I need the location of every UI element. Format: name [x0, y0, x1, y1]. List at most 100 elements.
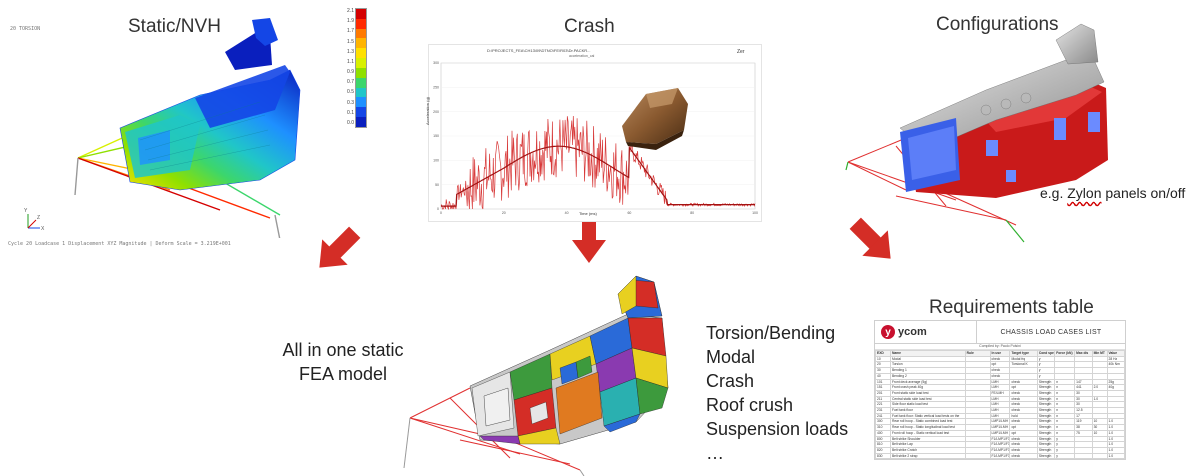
configurations-fea-model-image [845, 23, 1108, 243]
legend-swatch [356, 97, 366, 108]
table-cell: LMP1/LMH [989, 429, 1011, 437]
ycom-logo: y ycom [875, 321, 977, 343]
static-axis-x-label: X [41, 226, 45, 232]
table-cell [1074, 452, 1093, 459]
crash-x-tick-label: 80 [690, 211, 694, 215]
crash-corner-tag: Zer [737, 49, 745, 55]
load-case-item: Suspension loads [706, 419, 849, 439]
legend-swatch [356, 107, 366, 118]
static-nvh-title: Static/NVH [128, 16, 221, 37]
crash-ylabel: Acceleration (g) [425, 96, 430, 125]
legend-swatch [356, 58, 366, 68]
static-axis-z-label: Z [37, 215, 40, 221]
crash-y-tick-label: 200 [433, 110, 439, 114]
table-cell: F1/LMP1/F3 [989, 446, 1011, 454]
table-cell: 1.0 [1106, 452, 1125, 459]
legend-swatch [356, 9, 366, 19]
legend-swatch [356, 77, 366, 88]
load-case-item: … [706, 443, 724, 463]
legend-swatch [356, 28, 366, 39]
legend-value: 1.5 [347, 38, 354, 45]
table-row: 810 Belt strike Lap F1/LMP1/F3 check Strengt… [875, 441, 1125, 448]
requirements-title: Requirements table [929, 297, 1094, 318]
table-cell [1091, 452, 1108, 459]
legend-swatch [356, 87, 366, 98]
requirements-compiled-by: Compiled by: Paolo Polsini [875, 344, 1125, 350]
crash-y-tick-label: 250 [433, 86, 439, 90]
crash-y-tick-label: 150 [433, 134, 439, 138]
static-corner-label: 20 TORSION [10, 26, 41, 32]
table-cell: check [1009, 452, 1038, 459]
ycom-logo-text: ycom [898, 326, 927, 338]
table-cell: y [1054, 452, 1076, 459]
table-cell: Fuel tank floor: Static vertical load te… [889, 412, 966, 420]
crash-plot-subtitle: acceleration_cal [569, 54, 595, 58]
table-cell: LMP1/LMH [989, 424, 1011, 431]
requirements-table-document: y ycom CHASSIS LOAD CASES LIST Compiled … [874, 320, 1126, 460]
table-cell: F1/LMP1/F3 [989, 441, 1011, 448]
requirements-header: y ycom CHASSIS LOAD CASES LIST [875, 321, 1125, 344]
legend-swatch [356, 67, 366, 78]
configurations-note-prefix: e.g. [1040, 185, 1068, 201]
load-cases-list: Torsion/Bending Modal Crash Roof crush Suspe… [706, 321, 848, 465]
table-cell: LMP1/LMH [989, 418, 1011, 426]
static-fea-model-image: Y X Z [24, 18, 301, 238]
legend-value: 1.3 [347, 48, 354, 55]
table-column-header: Force (kN) [1054, 350, 1076, 357]
crash-plot-title: D:\PROJECTS_FEA\CH13\09\DTNO\FE\R03\Dr.P… [487, 48, 591, 53]
legend-value: 0.0 [347, 119, 354, 126]
center-caption: All in one static FEA model [268, 338, 418, 386]
load-case-item: Modal [706, 347, 756, 367]
legend-swatch [356, 38, 366, 49]
legend-value: 0.9 [347, 69, 354, 76]
static-footer-caption: Cycle 20 Loadcase 1 Displacement XYZ Mag… [8, 241, 231, 247]
requirements-table: EXD Name Rule In use Target type Cond spec For… [875, 350, 1125, 459]
table-row: 400 Front roll hoop - Static vertical loa… [875, 429, 1125, 437]
table-cell: 830 [875, 452, 891, 459]
table-cell: Rear roll hoop - Static longitudinal loa… [889, 424, 966, 431]
crash-x-tick-label: 60 [627, 211, 631, 215]
legend-value: 0.5 [347, 89, 354, 96]
table-cell [964, 452, 991, 459]
static-axis-y-label: Y [24, 208, 28, 214]
legend-swatch [356, 18, 366, 29]
crash-y-tick-label: 100 [433, 159, 439, 163]
load-case-item: Crash [706, 371, 755, 391]
static-legend-colorbar [355, 8, 367, 128]
crash-y-tick-label: 300 [433, 61, 439, 65]
requirements-doc-title: CHASSIS LOAD CASES LIST [1000, 328, 1102, 336]
configurations-note: e.g. Zylon panels on/off [1040, 185, 1185, 201]
crash-x-tick-label: 100 [752, 211, 758, 215]
crash-plot-panel: D:\PROJECTS_FEA\CH13\09\DTNO\FE\R03\Dr.P… [425, 44, 762, 222]
ycom-logo-icon: y [881, 325, 895, 339]
configurations-note-zylon: Zylon [1067, 185, 1102, 201]
crash-title: Crash [564, 16, 615, 37]
crash-y-tick-label: 50 [435, 183, 439, 187]
crash-y-tick-label: 0 [437, 207, 439, 211]
table-cell: Belt strike 2 strap [889, 452, 966, 459]
legend-value: 0.3 [347, 99, 354, 106]
crash-x-tick-label: 0 [440, 211, 442, 215]
center-caption-line-1: All in one static [282, 340, 404, 360]
load-case-item: Torsion/Bending [706, 323, 836, 343]
requirements-table-header-row: EXD Name Rule In use Target type Cond spec For… [875, 350, 1125, 357]
legend-value: 2.1 [347, 8, 354, 14]
table-column-header: Cond spec [1036, 350, 1056, 357]
legend-swatch [356, 117, 366, 127]
table-row: 830 Belt strike 2 strap F1/LMP1/F3 check Str… [875, 452, 1125, 459]
static-legend-labels: 2.1 1.9 1.7 1.5 1.3 1.1 0.9 0.7 0.5 0.3 0.1 0.0 [341, 8, 354, 126]
legend-value: 1.9 [347, 18, 354, 25]
table-row: 201 Front static side load test FE/LMH chec… [875, 389, 1125, 397]
legend-swatch [356, 48, 366, 59]
crash-acceleration-curve [440, 115, 756, 211]
legend-value: 0.7 [347, 79, 354, 86]
nose-cone-image [622, 88, 688, 150]
crash-x-tick-label: 20 [502, 211, 506, 215]
arrow-crash-to-model [572, 222, 606, 263]
table-cell: F1/LMP1/F3 [989, 452, 1011, 459]
configurations-note-suffix: panels on/off [1101, 185, 1186, 201]
legend-value: 1.7 [347, 28, 354, 35]
table-cell: Strength [1036, 452, 1056, 459]
configurations-title: Configurations [936, 14, 1059, 35]
crash-filtered-curve [441, 145, 755, 207]
